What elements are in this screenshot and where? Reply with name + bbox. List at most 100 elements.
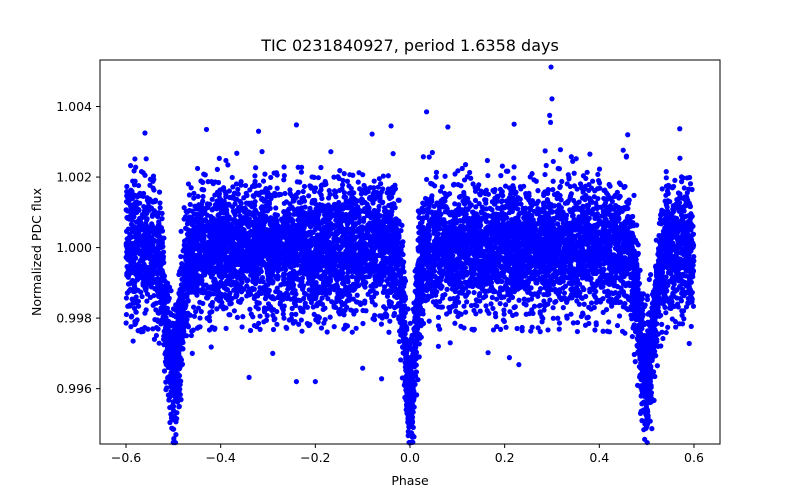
data-point xyxy=(521,296,527,302)
data-point xyxy=(433,169,440,175)
data-point xyxy=(629,333,635,340)
data-point xyxy=(152,197,159,203)
data-point xyxy=(198,309,204,315)
data-point xyxy=(274,185,280,191)
data-point xyxy=(387,318,393,324)
data-point xyxy=(463,309,469,315)
data-point xyxy=(251,322,257,329)
data-point xyxy=(610,290,616,297)
data-point xyxy=(477,308,483,314)
data-point xyxy=(247,327,254,334)
data-point xyxy=(467,169,473,176)
data-point xyxy=(231,308,237,314)
data-point xyxy=(555,315,561,321)
data-point xyxy=(123,207,129,213)
data-point xyxy=(273,205,279,211)
data-point xyxy=(560,305,566,311)
data-point xyxy=(663,169,669,175)
data-point xyxy=(290,320,296,326)
data-point xyxy=(550,158,556,165)
data-point xyxy=(282,190,288,197)
data-point xyxy=(681,185,687,191)
data-point xyxy=(163,379,169,385)
data-point xyxy=(620,147,626,153)
data-point xyxy=(663,310,669,316)
data-point xyxy=(298,169,304,175)
data-point xyxy=(129,313,135,319)
data-point xyxy=(472,197,479,203)
data-point xyxy=(270,326,277,333)
data-point xyxy=(455,168,461,174)
data-point xyxy=(257,326,263,332)
data-point xyxy=(386,329,392,335)
data-point xyxy=(571,170,577,176)
data-point xyxy=(644,293,650,299)
data-point xyxy=(301,183,308,190)
data-point xyxy=(663,175,669,181)
data-point xyxy=(335,174,341,180)
data-point xyxy=(186,192,193,198)
data-point xyxy=(646,276,652,283)
data-point xyxy=(568,154,574,160)
data-point xyxy=(535,198,541,204)
data-point xyxy=(288,316,294,322)
data-point xyxy=(511,164,517,170)
data-point xyxy=(274,321,280,327)
data-point xyxy=(574,319,581,326)
data-point xyxy=(378,321,385,327)
data-point xyxy=(426,204,432,210)
data-point xyxy=(378,189,384,195)
data-point xyxy=(554,195,560,202)
data-point xyxy=(268,174,274,181)
data-point xyxy=(429,149,435,156)
data-point xyxy=(614,322,621,329)
data-point xyxy=(315,319,321,325)
data-point xyxy=(649,426,655,432)
data-point xyxy=(498,173,504,179)
data-point xyxy=(293,311,299,317)
data-point xyxy=(494,296,500,302)
data-point xyxy=(380,289,386,295)
data-point xyxy=(225,162,231,168)
data-point xyxy=(490,305,496,312)
data-point xyxy=(353,325,359,331)
data-point xyxy=(550,187,556,193)
data-point xyxy=(442,173,448,179)
data-point xyxy=(623,154,629,160)
data-point xyxy=(181,205,187,211)
data-point xyxy=(299,328,305,334)
data-point xyxy=(398,357,404,363)
data-point xyxy=(390,151,396,157)
data-point xyxy=(635,242,641,248)
chart-title: TIC 0231840927, period 1.6358 days xyxy=(260,36,559,55)
data-point xyxy=(673,324,679,330)
data-point xyxy=(485,172,491,179)
data-point xyxy=(590,178,596,184)
data-point xyxy=(361,182,367,189)
data-point xyxy=(369,295,375,302)
data-point xyxy=(656,220,662,226)
data-point xyxy=(435,314,442,320)
data-point xyxy=(511,175,517,181)
data-point xyxy=(128,163,134,169)
data-point xyxy=(350,308,356,314)
data-point xyxy=(471,289,477,296)
data-point xyxy=(484,157,490,164)
data-point xyxy=(581,301,587,307)
data-point xyxy=(157,205,163,211)
data-point xyxy=(570,320,576,326)
data-point xyxy=(188,332,195,339)
data-point xyxy=(355,179,361,185)
data-point xyxy=(550,305,556,311)
data-point xyxy=(631,192,637,198)
scatter-points xyxy=(123,64,697,446)
data-point xyxy=(433,174,439,180)
data-point xyxy=(171,426,177,432)
data-point xyxy=(123,295,129,301)
data-point xyxy=(559,178,565,185)
data-point xyxy=(214,166,220,172)
data-point xyxy=(552,299,558,305)
data-point xyxy=(242,182,249,189)
data-point xyxy=(396,316,402,322)
data-point xyxy=(300,188,306,195)
